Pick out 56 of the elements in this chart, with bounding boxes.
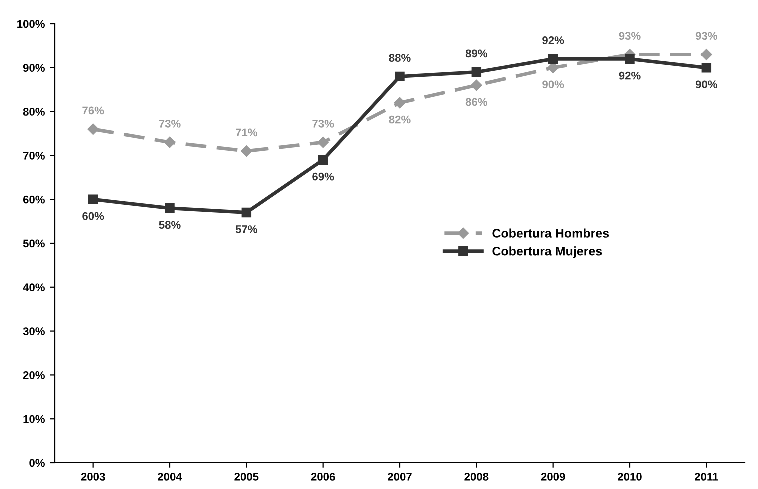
- data-label: 90%: [542, 80, 564, 89]
- y-tick-label: 90%: [23, 64, 45, 72]
- data-label: 73%: [159, 120, 181, 128]
- x-tick-label: 2005: [234, 473, 259, 481]
- y-tick-label: 30%: [23, 328, 45, 336]
- data-label: 69%: [312, 172, 334, 181]
- data-label: 71%: [236, 128, 258, 137]
- point: [472, 67, 482, 78]
- point: [395, 72, 405, 82]
- data-label: 88%: [389, 54, 411, 62]
- data-label: 57%: [236, 226, 258, 234]
- data-label: 92%: [619, 72, 641, 80]
- point: [701, 49, 712, 60]
- point: [318, 136, 329, 148]
- y-tick-label: 50%: [23, 240, 45, 248]
- point: [702, 63, 712, 73]
- y-tick-label: 100%: [18, 20, 45, 28]
- x-tick-label: 2004: [158, 473, 182, 481]
- x-tick-label: 2009: [541, 473, 566, 481]
- point: [242, 208, 252, 218]
- point: [164, 136, 176, 148]
- data-label: 89%: [466, 50, 488, 58]
- y-tick-label: 40%: [23, 284, 45, 292]
- point: [625, 54, 635, 64]
- data-label: 58%: [159, 221, 181, 230]
- y-tick-label: 10%: [24, 415, 45, 424]
- data-label: 60%: [82, 212, 104, 220]
- y-tick-label: 60%: [23, 196, 45, 204]
- y-tick-label: 80%: [23, 108, 45, 116]
- data-label: 93%: [696, 32, 718, 40]
- data-label: 90%: [696, 80, 718, 89]
- x-tick-label: 2006: [311, 473, 336, 481]
- data-label: 86%: [466, 98, 488, 106]
- x-tick-label: 2010: [618, 473, 642, 481]
- y-tick-label: 0%: [30, 459, 45, 468]
- legend-label: Cobertura Mujeres: [492, 246, 602, 258]
- point: [471, 80, 482, 92]
- data-label: 76%: [82, 106, 104, 115]
- x-tick-label: 2003: [81, 473, 106, 481]
- data-label: 93%: [619, 32, 641, 40]
- point: [548, 54, 558, 64]
- point: [241, 146, 252, 157]
- point: [88, 124, 99, 135]
- data-label: 73%: [312, 120, 334, 128]
- x-tick-label: 2007: [388, 473, 412, 481]
- point: [318, 155, 328, 165]
- y-tick-label: 70%: [24, 152, 45, 160]
- x-tick-label: 2011: [695, 473, 718, 481]
- legend-label: Cobertura Hombres: [492, 228, 610, 238]
- x-tick-label: 2008: [464, 473, 489, 481]
- point: [88, 194, 98, 204]
- point: [165, 204, 175, 214]
- data-label: 82%: [389, 116, 411, 124]
- point: [394, 97, 406, 109]
- data-label: 92%: [542, 36, 564, 44]
- y-tick-label: 20%: [23, 371, 45, 380]
